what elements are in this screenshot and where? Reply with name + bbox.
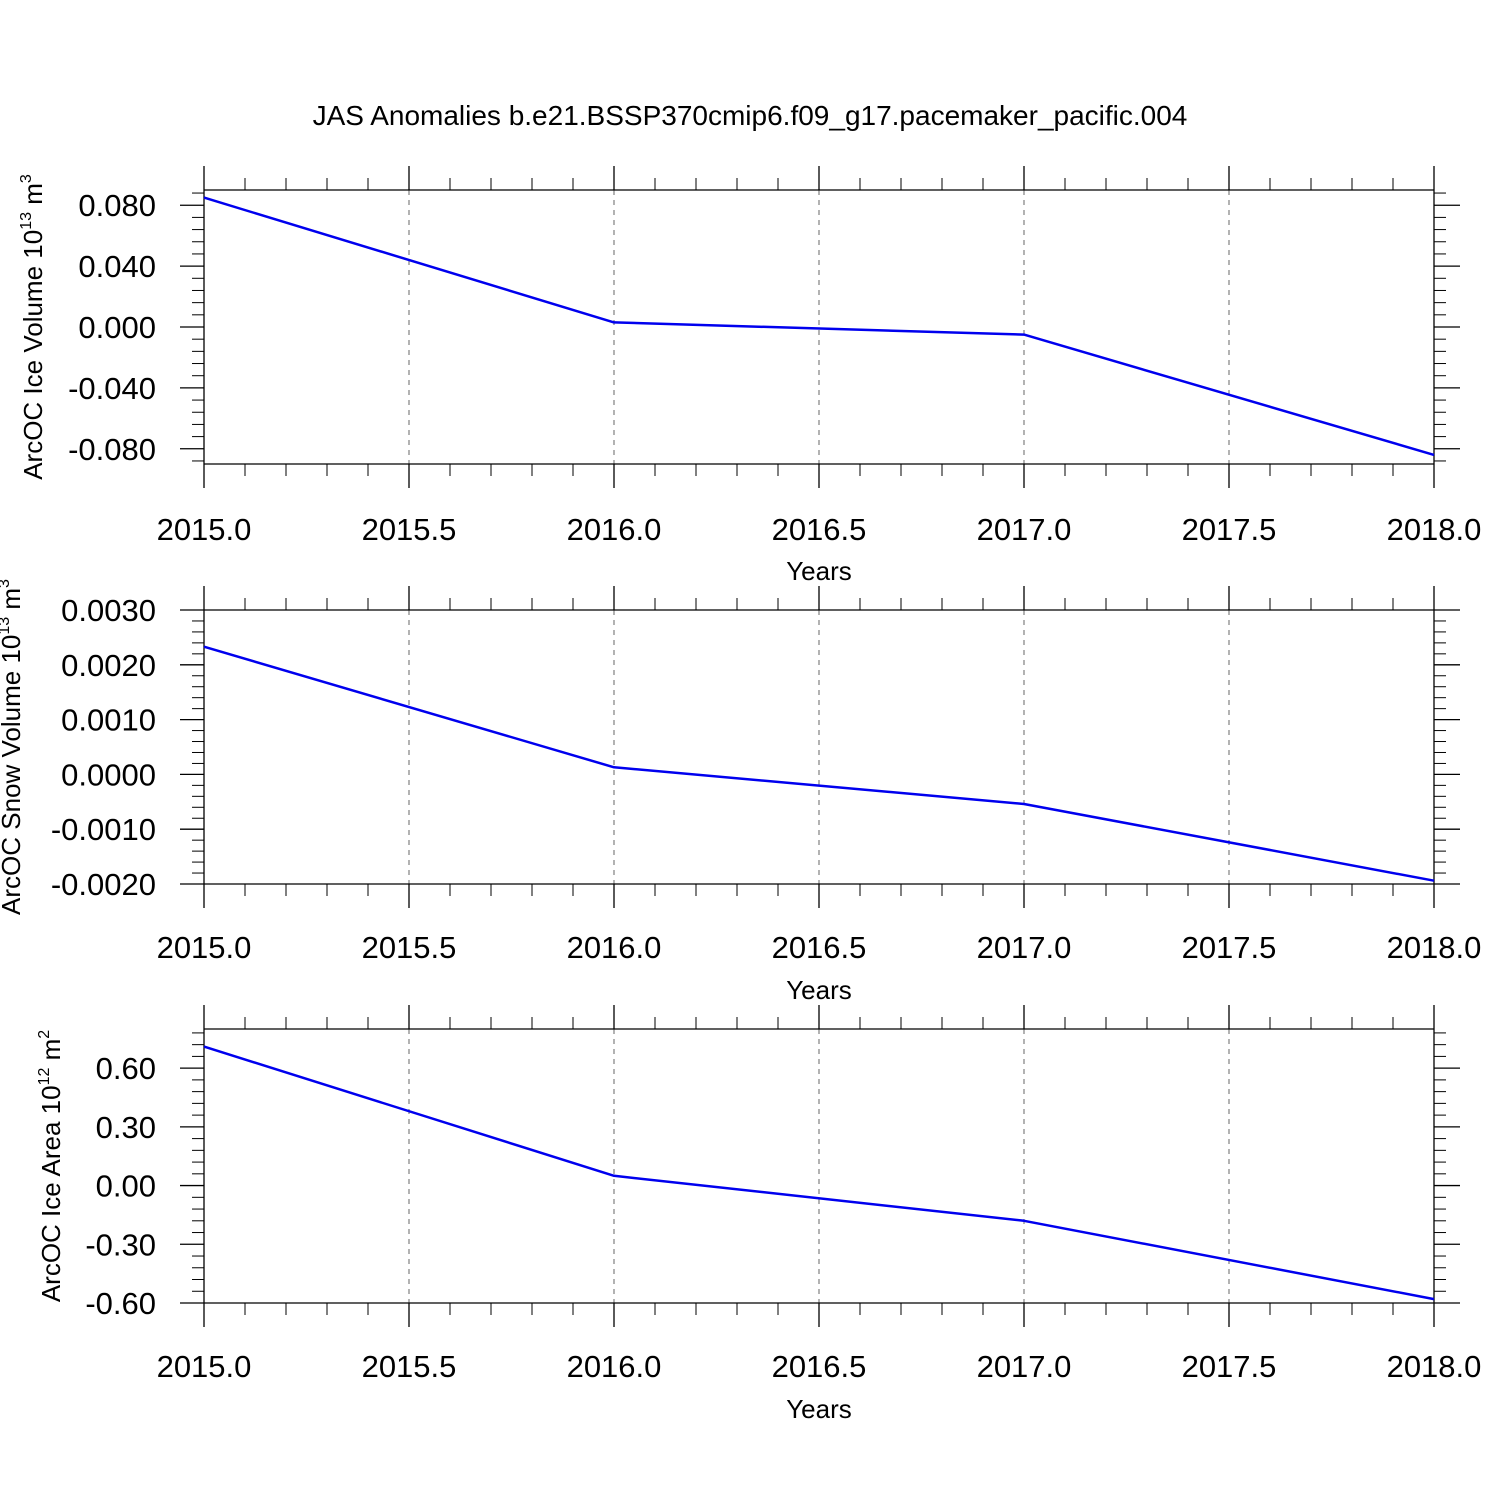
x-tick-label: 2018.0 [1387, 1349, 1482, 1384]
x-axis-title: Years [786, 556, 852, 586]
y-tick-label: -0.30 [85, 1227, 156, 1262]
y-axis-title-part: m [36, 1039, 66, 1068]
x-axis-title: Years [786, 975, 852, 1005]
x-tick-label: 2017.0 [977, 1349, 1072, 1384]
y-tick-label: 0.080 [78, 188, 156, 223]
x-tick-label: 2016.5 [772, 512, 867, 547]
x-tick-label: 2015.0 [157, 512, 252, 547]
x-tick-label: 2017.5 [1182, 512, 1277, 547]
y-tick-label: 0.0020 [61, 648, 156, 683]
x-tick-label: 2015.0 [157, 930, 252, 965]
y-tick-label: 0.000 [78, 310, 156, 345]
y-axis-title-part: ArcOC Ice Volume 10 [18, 230, 48, 480]
y-tick-label: 0.0000 [61, 757, 156, 792]
y-tick-label: 0.30 [96, 1110, 156, 1145]
x-tick-label: 2015.5 [362, 930, 457, 965]
figure-title: JAS Anomalies b.e21.BSSP370cmip6.f09_g17… [313, 100, 1188, 131]
y-axis-title-superscript: 12 [36, 1068, 53, 1086]
x-tick-label: 2015.0 [157, 1349, 252, 1384]
y-tick-label: 0.0030 [61, 593, 156, 628]
y-tick-label: 0.0010 [61, 703, 156, 738]
x-tick-label: 2016.0 [567, 930, 662, 965]
y-axis-title-superscript: 3 [18, 174, 35, 183]
y-axis-title-part: ArcOC Ice Area 10 [36, 1085, 66, 1302]
x-tick-label: 2018.0 [1387, 512, 1482, 547]
series-line [203, 645, 1435, 882]
x-axis-title: Years [786, 1394, 852, 1424]
y-axis-title: ArcOC Ice Volume 1013 m3 [18, 174, 48, 480]
y-axis-title-superscript: 3 [0, 579, 13, 588]
x-tick-label: 2017.5 [1182, 930, 1277, 965]
x-tick-label: 2017.5 [1182, 1349, 1277, 1384]
series-line [203, 196, 1435, 457]
panels: 0.080 0.040 0.000 -0.040 -0.080 2015.0 2015.5 2… [0, 166, 1481, 1424]
x-tick-label: 2016.0 [567, 512, 662, 547]
y-tick-label: 0.60 [96, 1051, 156, 1086]
x-tick-label: 2015.5 [362, 1349, 457, 1384]
x-tick-label: 2016.5 [772, 930, 867, 965]
y-axis-title: ArcOC Snow Volume 1013 m3 [0, 579, 26, 915]
x-tick-label: 2017.0 [977, 512, 1072, 547]
x-tick-label: 2017.0 [977, 930, 1072, 965]
y-axis-title-superscript: 13 [18, 212, 35, 230]
panel-2: 0.00300.00200.00100.0000-0.0010-0.002020… [0, 579, 1481, 1005]
y-axis-title-superscript: 2 [36, 1030, 53, 1039]
y-tick-label: -0.0020 [51, 867, 156, 902]
y-tick-label: 0.00 [96, 1169, 156, 1204]
y-axis-title: ArcOC Ice Area 1012 m2 [36, 1030, 66, 1302]
y-axis-title-part: ArcOC Snow Volume 10 [0, 635, 26, 915]
y-tick-label: -0.60 [85, 1286, 156, 1321]
y-tick-label: -0.080 [68, 432, 156, 467]
y-axis-title-part: m [18, 183, 48, 212]
x-tick-label: 2015.5 [362, 512, 457, 547]
x-tick-label: 2016.0 [567, 1349, 662, 1384]
series-line [203, 1045, 1435, 1301]
y-tick-label: 0.040 [78, 249, 156, 284]
y-axis-title-part: m [0, 588, 26, 617]
x-tick-label: 2016.5 [772, 1349, 867, 1384]
y-axis-title-superscript: 13 [0, 617, 13, 635]
panel-1: 0.080 0.040 0.000 -0.040 -0.080 2015.0 2015.5 2… [18, 166, 1481, 586]
y-tick-label: -0.0010 [51, 812, 156, 847]
y-tick-label: -0.040 [68, 371, 156, 406]
x-tick-label: 2018.0 [1387, 930, 1482, 965]
